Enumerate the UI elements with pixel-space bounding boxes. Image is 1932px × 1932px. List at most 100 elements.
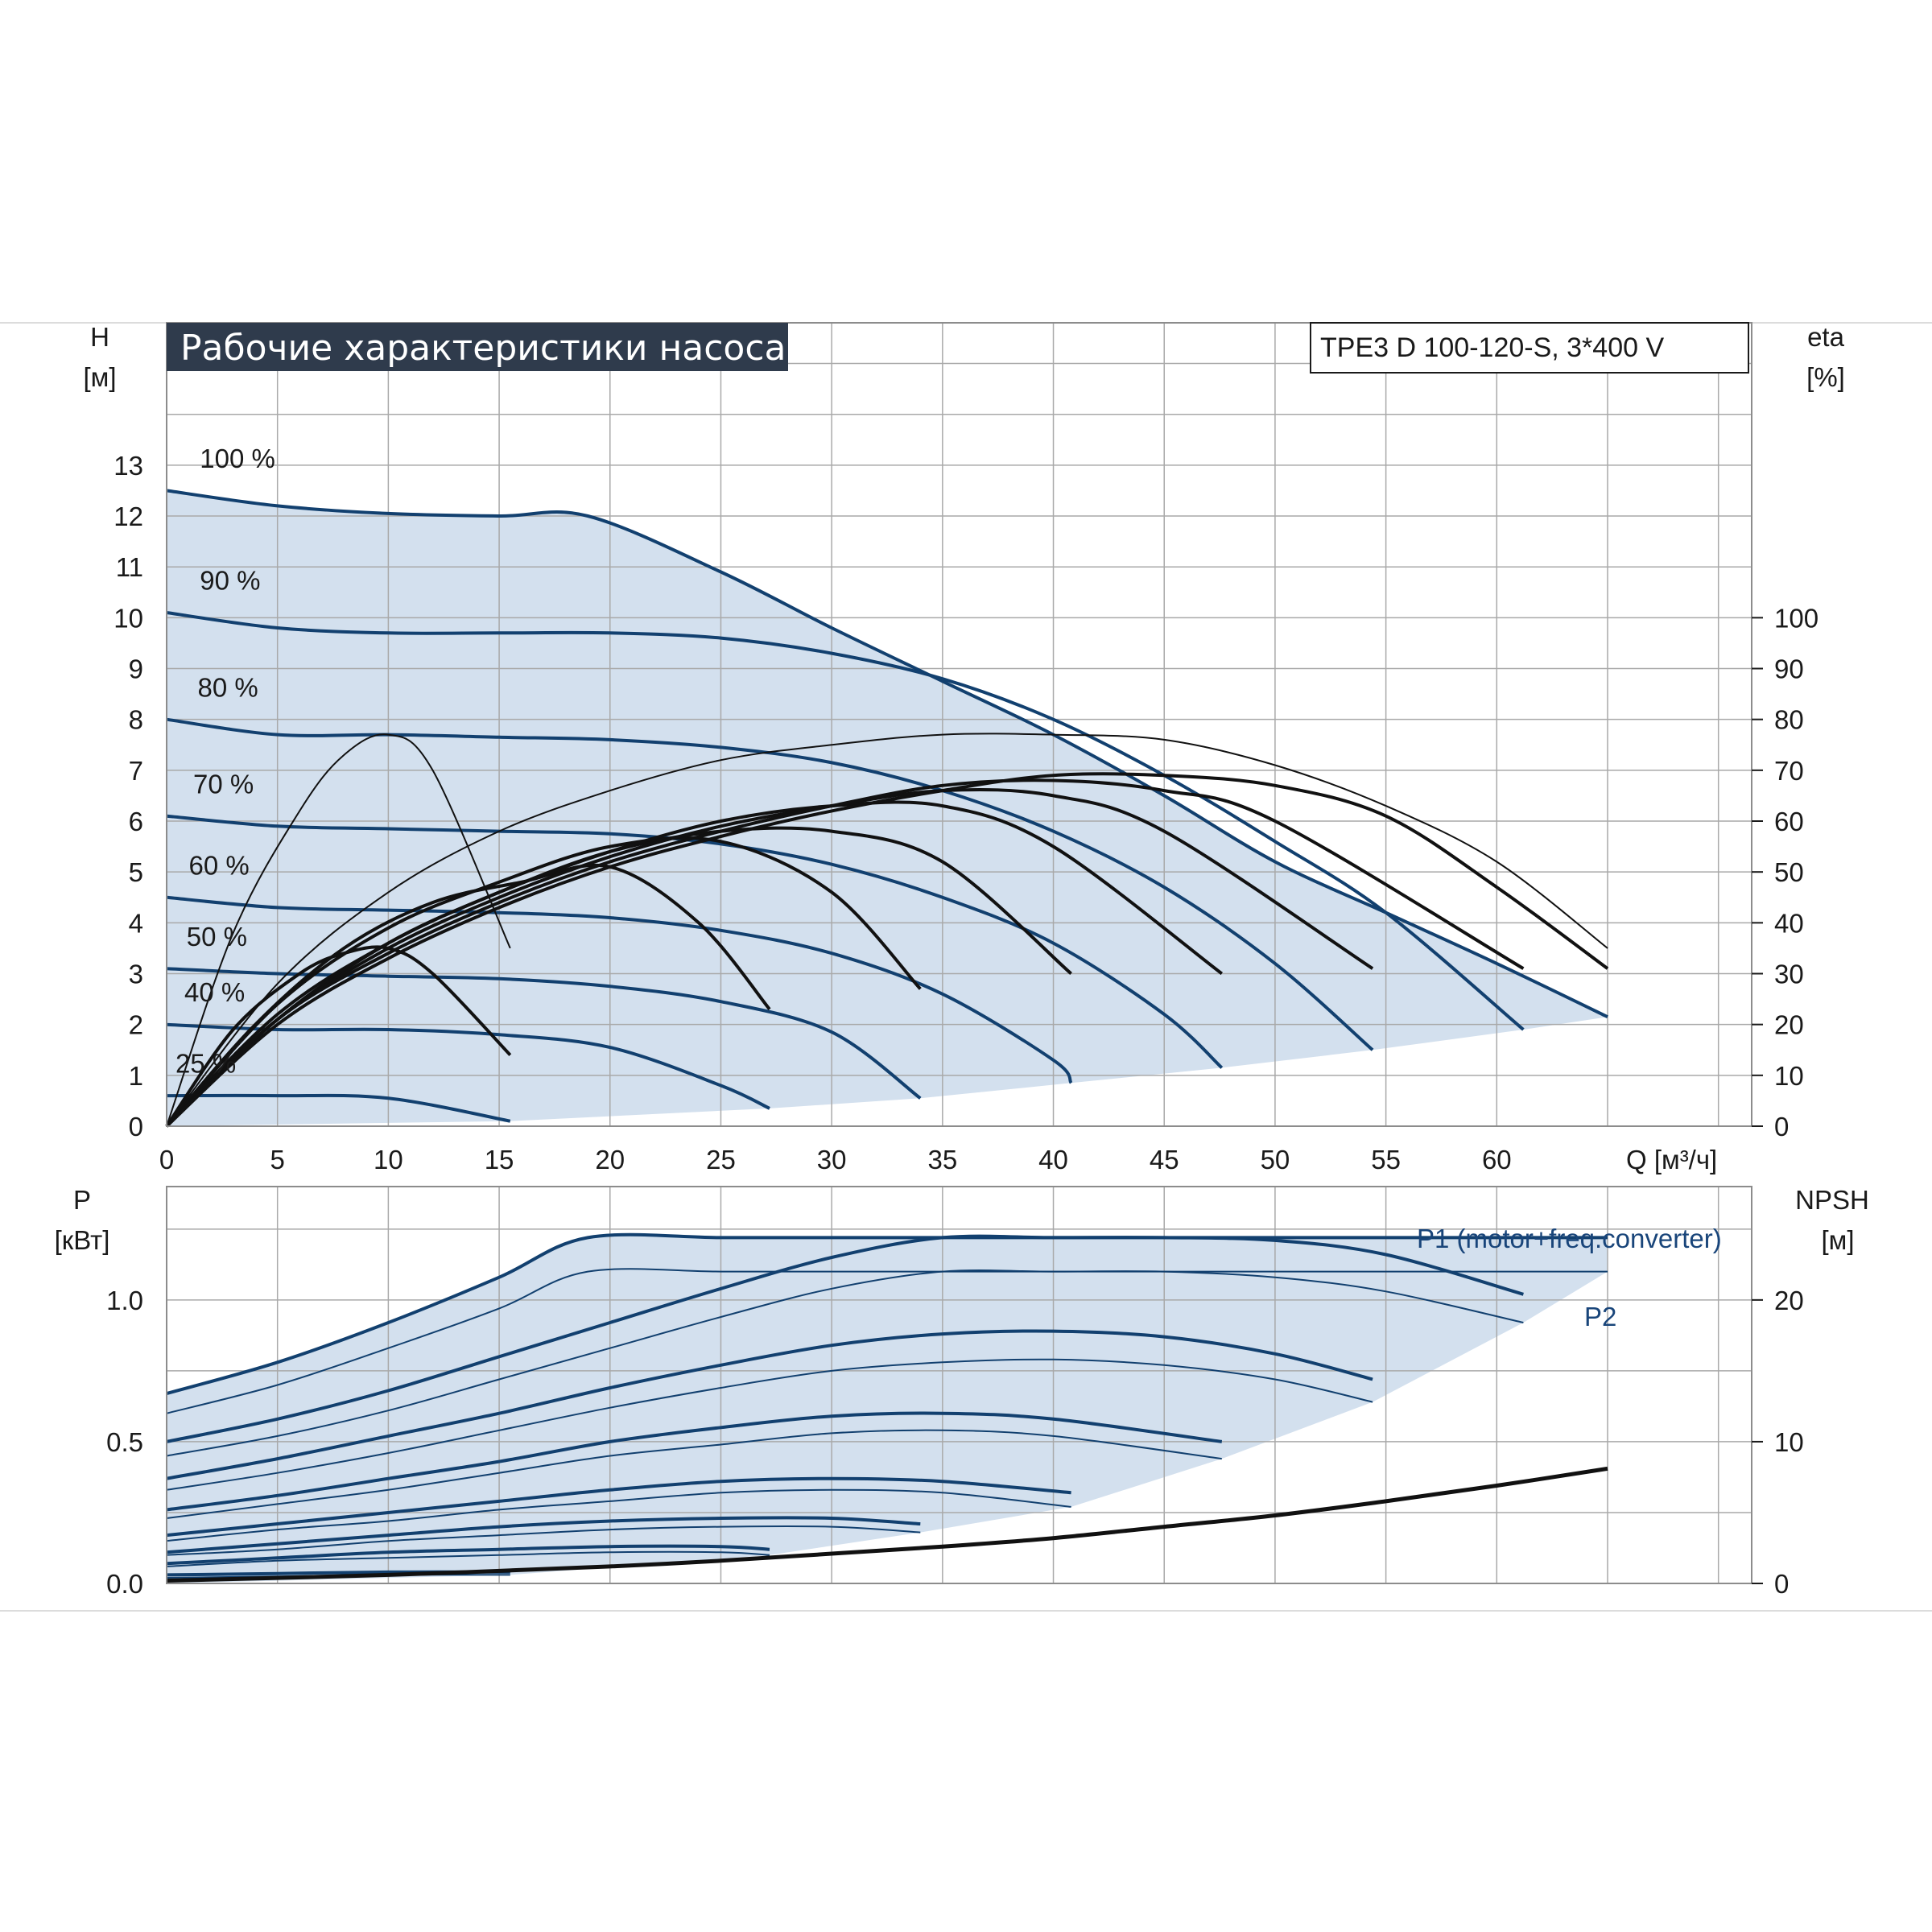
efficiency-curve-eta-100-thin: [166, 733, 1608, 1127]
efficiency-curves: [165, 733, 1609, 1128]
x-tick: 10: [374, 1145, 403, 1174]
y2-tick: 0: [1774, 1112, 1789, 1141]
p-tick: 0.5: [106, 1427, 143, 1457]
y-tick: 13: [114, 451, 143, 481]
power-curve-P190: [166, 1234, 1524, 1443]
power-npsh-panel: 0.0 0.5 1.0 0 10 20 P [кВт] NPSH [м] P1 (mot…: [55, 1185, 1869, 1599]
power-curve-P180: [166, 1329, 1373, 1480]
speed-label: 80 %: [198, 672, 258, 702]
y-tick: 7: [129, 756, 143, 786]
head-curve-90: [166, 611, 1525, 1031]
npsh-tick-labels: 0 10 20: [1752, 1286, 1804, 1599]
bottom-plot-border: [166, 1186, 1752, 1584]
x-tick: 0: [159, 1145, 174, 1174]
head-curve-50: [166, 967, 922, 1100]
x-tick: 50: [1261, 1145, 1290, 1174]
p-tick-labels: 0.0 0.5 1.0: [106, 1286, 143, 1599]
power-curve-P290: [166, 1269, 1524, 1457]
x-tick: 55: [1371, 1145, 1401, 1174]
efficiency-curve-eta-70: [165, 800, 1224, 1128]
speed-label: 100 %: [200, 444, 275, 473]
y2-tick: 60: [1774, 807, 1804, 836]
efficiency-curve-eta-100: [165, 772, 1609, 1128]
x-tick: 15: [485, 1145, 514, 1174]
power-curve-P260: [166, 1488, 1071, 1542]
y2-tick: 30: [1774, 960, 1804, 989]
power-curve-P1100: [166, 1232, 1608, 1396]
npsh-axis-unit: [м]: [1821, 1225, 1854, 1255]
title-banner: [167, 323, 788, 371]
model-box: [1310, 322, 1749, 374]
npsh-curve: [166, 1466, 1608, 1583]
y-tick: 5: [129, 857, 143, 887]
y-tick: 3: [129, 960, 143, 989]
power-curve-P240: [166, 1550, 770, 1567]
speed-label: 60 %: [189, 850, 250, 880]
efficiency-curve-eta-50: [165, 836, 922, 1128]
p-tick: 0.0: [106, 1569, 143, 1599]
head-curve-25: [166, 1093, 511, 1123]
p1-series-label: P1 (motor+freq.converter): [1417, 1224, 1722, 1253]
head-curve-60: [166, 895, 1073, 1084]
y-tick: 1: [129, 1061, 143, 1091]
y2-tick: 80: [1774, 705, 1804, 735]
x-tick-labels: 0 5 10 15 20 25 30 35 40 45 50 55 60: [159, 1145, 1512, 1174]
efficiency-curve-eta-90: [165, 778, 1525, 1128]
y-tick: 10: [114, 603, 143, 633]
y-tick: 6: [129, 807, 143, 836]
speed-label: 50 %: [187, 922, 247, 952]
npsh-tick: 20: [1774, 1286, 1804, 1315]
y-tick: 9: [129, 654, 143, 684]
head-curve-100: [166, 489, 1608, 1018]
chart-title: Рабочие характеристики насоса: [180, 328, 786, 369]
y-tick: 8: [129, 705, 143, 735]
p-axis-label: P: [73, 1185, 91, 1215]
head-efficiency-panel: 0 5 10 15 20 25 30 35 40 45 50 55 60 012345678910111…: [83, 322, 1845, 1174]
x-tick: 20: [595, 1145, 625, 1174]
y2-tick: 100: [1774, 603, 1818, 633]
npsh-axis-label: NPSH: [1795, 1185, 1869, 1215]
y2-tick: 10: [1774, 1061, 1804, 1091]
y2-tick: 90: [1774, 654, 1804, 684]
power-curve-P160: [166, 1476, 1071, 1538]
power-curve-P280: [166, 1358, 1373, 1491]
power-curve-P2100: [166, 1268, 1608, 1414]
power-curve-P140: [166, 1544, 770, 1566]
x-tick: 25: [706, 1145, 736, 1174]
efficiency-curve-eta-80: [165, 787, 1374, 1128]
speed-label: 90 %: [200, 566, 260, 596]
npsh-tick: 10: [1774, 1427, 1804, 1457]
y2-axis-label: eta: [1807, 322, 1845, 352]
speed-label: 25 %: [175, 1049, 236, 1079]
y2-axis-unit: [%]: [1806, 362, 1845, 392]
power-curve-P150: [166, 1516, 921, 1554]
y-tick: 4: [129, 908, 143, 938]
x-tick: 30: [817, 1145, 847, 1174]
x-tick: 35: [927, 1145, 957, 1174]
x-tick: 5: [270, 1145, 285, 1174]
y2-tick: 70: [1774, 756, 1804, 786]
x-tick: 45: [1150, 1145, 1179, 1174]
model-label: TPE3 D 100-120-S, 3*400 V: [1320, 332, 1664, 363]
y2-tick: 20: [1774, 1010, 1804, 1040]
x-tick: 60: [1482, 1145, 1512, 1174]
y-tick: 2: [129, 1010, 143, 1040]
npsh-tick: 0: [1774, 1569, 1789, 1599]
p-axis-unit: [кВт]: [55, 1225, 110, 1255]
y2-tick: 40: [1774, 908, 1804, 938]
y-tick: 0: [129, 1112, 143, 1141]
y2-tick-labels: 0 10 20 30 40 50 60 70 80 90 100: [1752, 603, 1818, 1141]
y-tick: 12: [114, 502, 143, 531]
head-curve-40: [166, 1022, 770, 1110]
p-tick: 1.0: [106, 1286, 143, 1315]
power-curve-P170: [166, 1411, 1223, 1512]
x-axis-label: Q [м³/ч]: [1626, 1145, 1717, 1174]
y-axis-unit: [м]: [83, 362, 116, 392]
top-plot-border: [166, 322, 1752, 1127]
speed-label: 70 %: [193, 769, 254, 799]
speed-labels: 100 % 90 % 80 % 70 % 60 % 50 % 40 % 25 %: [175, 444, 275, 1079]
speed-label: 40 %: [184, 977, 245, 1007]
x-tick: 40: [1038, 1145, 1068, 1174]
